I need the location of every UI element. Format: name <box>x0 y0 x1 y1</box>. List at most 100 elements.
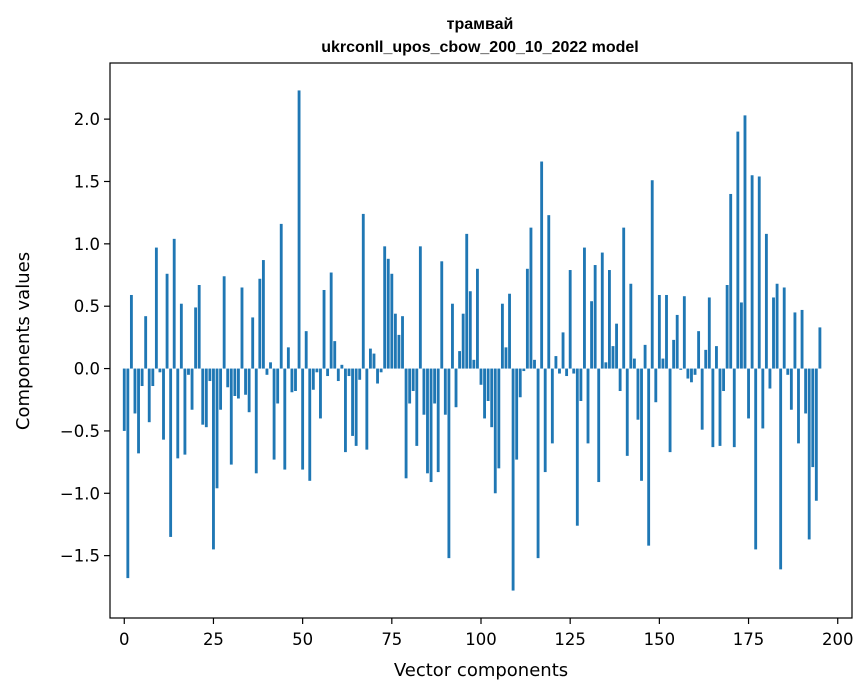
bar <box>729 193 733 369</box>
bar <box>333 341 337 369</box>
bar <box>618 368 622 392</box>
bar <box>201 368 205 425</box>
bar <box>297 90 301 369</box>
bar <box>622 227 626 369</box>
bar <box>743 115 747 369</box>
bar <box>368 348 372 369</box>
bar <box>294 368 297 392</box>
bar <box>529 227 533 369</box>
bar <box>568 270 572 369</box>
bar <box>661 358 665 369</box>
bar <box>715 346 718 369</box>
bar <box>754 368 758 550</box>
bar <box>572 368 576 374</box>
y-axis: −1.5 −1.0 −0.5 0.0 0.5 1.0 1.5 2.0 <box>60 110 110 566</box>
bar <box>536 368 540 559</box>
bar <box>286 347 290 369</box>
bar <box>561 332 565 369</box>
bar <box>650 180 654 369</box>
bar <box>165 273 169 369</box>
bar <box>451 303 454 369</box>
bar <box>500 303 504 369</box>
bar <box>276 368 280 404</box>
bar <box>483 368 486 419</box>
bar <box>219 368 223 410</box>
bar <box>508 293 511 369</box>
bar <box>272 368 276 460</box>
bar <box>408 368 412 404</box>
bar <box>718 368 722 446</box>
bar <box>511 368 515 591</box>
bar <box>615 323 618 369</box>
y-tick-label: 1.5 <box>74 172 100 191</box>
bar <box>807 368 811 540</box>
bar <box>326 368 330 377</box>
bar <box>179 303 183 369</box>
bar <box>654 368 658 403</box>
bar <box>629 283 633 369</box>
bar <box>147 368 151 423</box>
bar <box>711 368 715 448</box>
bar <box>315 368 319 373</box>
bar <box>757 176 761 369</box>
bar <box>279 223 283 369</box>
bar <box>775 283 779 369</box>
bar <box>129 294 133 369</box>
x-tick-label: 75 <box>381 630 402 649</box>
bar <box>675 314 679 369</box>
bar <box>768 368 772 389</box>
bar <box>126 368 130 579</box>
bar <box>722 368 725 392</box>
bars-group <box>122 90 822 591</box>
bar <box>707 297 711 369</box>
bar <box>233 368 237 396</box>
bar <box>490 368 494 428</box>
bar <box>401 316 404 369</box>
bar <box>497 368 501 469</box>
bar <box>479 368 483 385</box>
bar <box>265 368 269 375</box>
x-tick-label: 200 <box>822 630 854 649</box>
bar <box>308 368 312 481</box>
bar <box>215 368 219 489</box>
bar <box>290 368 294 393</box>
bar <box>764 233 768 369</box>
bar <box>739 302 743 369</box>
bar <box>372 353 376 369</box>
bar <box>679 368 683 370</box>
bar <box>668 368 672 453</box>
bar <box>543 368 547 473</box>
bar <box>493 368 497 494</box>
bar <box>183 368 187 455</box>
x-tick-label: 150 <box>644 630 676 649</box>
bar <box>583 247 586 369</box>
bar <box>440 261 444 369</box>
bar <box>261 260 265 369</box>
bar <box>208 368 212 382</box>
bar <box>336 368 340 382</box>
bar <box>608 270 611 369</box>
bar <box>304 331 308 369</box>
bar <box>190 368 194 410</box>
bar <box>458 351 462 369</box>
bar <box>351 368 354 436</box>
bar <box>140 368 144 387</box>
bar <box>422 368 426 415</box>
bar <box>122 368 126 431</box>
bar <box>725 285 729 369</box>
bar <box>240 287 244 369</box>
bar <box>187 368 190 375</box>
bar <box>597 368 601 483</box>
bar <box>657 294 661 369</box>
bar <box>347 368 351 377</box>
bar <box>586 368 590 444</box>
x-tick-label: 0 <box>119 630 130 649</box>
bar <box>301 368 305 470</box>
bar <box>322 289 326 369</box>
bar <box>144 316 148 369</box>
bar <box>636 368 640 420</box>
bar <box>361 213 365 369</box>
bar <box>515 368 519 460</box>
bar <box>693 368 697 375</box>
bar <box>404 368 408 479</box>
